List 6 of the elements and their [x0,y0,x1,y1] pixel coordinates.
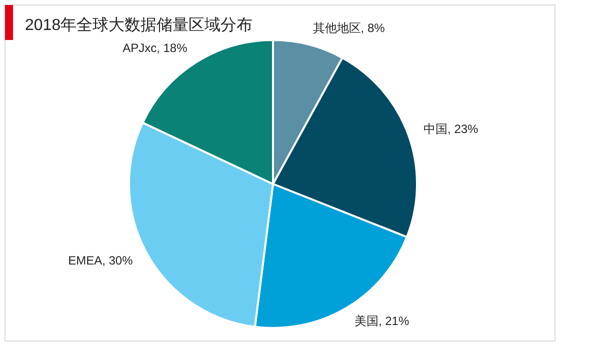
slice-label: 中国, 23% [424,122,479,136]
chart-title: 2018年全球大数据储量区域分布 [25,16,253,34]
slice-label: APJxc, 18% [122,41,188,56]
slice-label: 美国, 21% [354,314,410,328]
slice-label: EMEA, 30% [68,253,134,268]
slice-label: 其他地区, 8% [312,21,386,36]
